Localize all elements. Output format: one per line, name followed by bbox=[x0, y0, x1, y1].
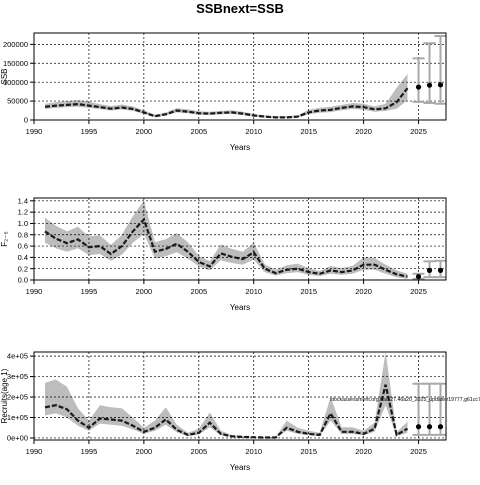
panel-2-projection-point bbox=[437, 267, 444, 273]
panel-2-y-tick-label: 0.2 bbox=[18, 264, 28, 273]
panel-3-x-tick-label: 2000 bbox=[136, 447, 153, 456]
panel-2-x-tick-label: 2005 bbox=[190, 287, 207, 296]
panel-3-y-axis-label: Recruits(age 1) bbox=[0, 368, 9, 423]
panel-3-x-tick-label: 2015 bbox=[300, 447, 317, 456]
panel-2-estimate-line bbox=[44, 217, 408, 278]
panel-2-x-tick-label: 2020 bbox=[355, 287, 372, 296]
panel-2-x-tick-label: 2000 bbox=[136, 287, 153, 296]
panel-3-annotation: stockassessment.org,had.27.46a20_2025_up… bbox=[330, 397, 480, 403]
panel-2-projection-point bbox=[426, 267, 433, 273]
panel-1: 1990 1995 2000 2005 2010 2015 2020 2025 0 50000 10… bbox=[0, 32, 447, 152]
panel-1-projection-point bbox=[426, 82, 433, 88]
panel-2-x-tick-label: 2015 bbox=[300, 287, 317, 296]
panel-3-y-tick-label: 1e+05 bbox=[7, 413, 28, 422]
panel-2-x-axis-label: Years bbox=[230, 303, 250, 312]
panel-3-projection-point bbox=[437, 424, 444, 430]
panel-1-confidence-band bbox=[45, 73, 408, 119]
panel-3-projection-point bbox=[415, 424, 422, 430]
panel-1-frame bbox=[33, 32, 447, 121]
panel-3-y-tick-label: 2e+05 bbox=[7, 393, 28, 402]
panel-3-x-tick-label: 1995 bbox=[81, 447, 98, 456]
panel-2-y-axis-label: F₂₋₅ bbox=[0, 231, 9, 246]
panel-1-y-tick-label: 200000 bbox=[3, 40, 28, 49]
panel-1-y-tick-label: 100000 bbox=[3, 78, 28, 87]
chart-title: SSBnext=SSB bbox=[196, 1, 284, 16]
panel-1-x-tick-label: 2025 bbox=[410, 127, 427, 136]
panel-3-y-tick-label: 0e+00 bbox=[7, 434, 28, 443]
panel-1-projection-point bbox=[415, 84, 422, 90]
panel-2-y-tick-label: 0.6 bbox=[18, 242, 28, 251]
panel-2-x-tick-label: 1990 bbox=[26, 287, 43, 296]
panel-1-x-tick-label: 2000 bbox=[136, 127, 153, 136]
panel-3-x-tick-label: 1990 bbox=[26, 447, 43, 456]
panel-3-x-tick-label: 2025 bbox=[410, 447, 427, 456]
panel-1-y-tick-label: 150000 bbox=[3, 59, 28, 68]
panel-1-x-tick-label: 2005 bbox=[190, 127, 207, 136]
panel-1-x-tick-label: 2015 bbox=[300, 127, 317, 136]
panel-2-y-tick-label: 1.4 bbox=[18, 196, 28, 205]
panel-2-x-tick-label: 2025 bbox=[410, 287, 427, 296]
panel-1-x-tick-label: 1990 bbox=[26, 127, 43, 136]
panel-3-projection-point bbox=[426, 424, 433, 430]
panel-3-estimate-line bbox=[44, 384, 409, 439]
panel-2-y-tick-label: 1.0 bbox=[18, 219, 28, 228]
panel-1-estimate-line bbox=[44, 87, 409, 119]
panel-1-y-tick-label: 50000 bbox=[7, 97, 28, 106]
panel-1-x-tick-label: 1995 bbox=[81, 127, 98, 136]
panel-1-x-tick-label: 2020 bbox=[355, 127, 372, 136]
panel-2-y-tick-label: 0.0 bbox=[18, 276, 28, 285]
panel-3-confidence-band bbox=[45, 352, 408, 438]
panel-2-x-tick-label: 1995 bbox=[81, 287, 98, 296]
panel-1-x-axis-label: Years bbox=[230, 143, 250, 152]
panel-3: 1990 1995 2000 2005 2010 2015 2020 2025 0e+00 1e+… bbox=[0, 351, 480, 472]
panel-3-y-tick-label: 4e+05 bbox=[7, 352, 28, 361]
panel-2-x-tick-label: 2010 bbox=[245, 287, 262, 296]
panel-1-x-tick-label: 2010 bbox=[245, 127, 262, 136]
panel-3-x-tick-label: 2005 bbox=[190, 447, 207, 456]
panel-3-x-tick-label: 2010 bbox=[245, 447, 262, 456]
panel-2-y-tick-label: 0.8 bbox=[18, 230, 28, 239]
panel-3-x-axis-label: Years bbox=[230, 463, 250, 472]
panel-1-y-axis-label: SSB bbox=[0, 68, 9, 84]
panel-3-x-tick-label: 2020 bbox=[355, 447, 372, 456]
panel-2-y-tick-label: 0.4 bbox=[18, 253, 28, 262]
panel-3-frame bbox=[33, 351, 447, 441]
panel-2-y-tick-label: 1.2 bbox=[18, 208, 28, 217]
panel-1-projection-point bbox=[437, 82, 444, 88]
panel-3-y-tick-label: 3e+05 bbox=[7, 372, 28, 381]
panel-2-frame bbox=[33, 197, 447, 281]
panel-2: 1990 1995 2000 2005 2010 2015 2020 2025 0.0 0.2 0.… bbox=[0, 196, 447, 312]
panel-1-y-tick-label: 0 bbox=[24, 116, 28, 125]
panel-2-projection-point bbox=[415, 274, 422, 280]
panel-2-confidence-band bbox=[45, 200, 408, 279]
